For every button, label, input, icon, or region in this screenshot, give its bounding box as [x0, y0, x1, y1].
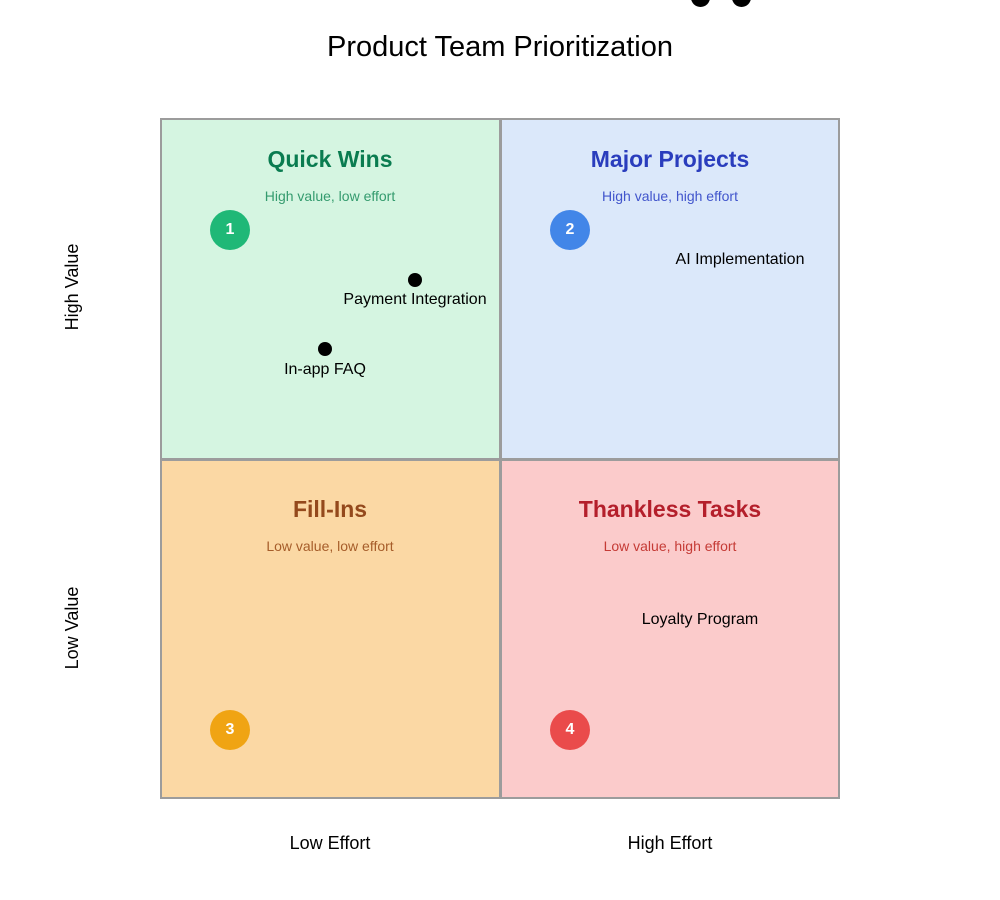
quadrant-subtitle-thankless-tasks: Low value, high effort [603, 538, 737, 554]
quadrant-quick-wins-area [162, 120, 499, 458]
data-point-label-in-app-faq: In-app FAQ [284, 361, 366, 378]
page-title: Product Team Prioritization [326, 31, 673, 63]
horizontal-divider [162, 458, 838, 461]
data-point-label-loyalty-program: Loyalty Program [641, 611, 759, 628]
data-point-label-payment-integration: Payment Integration [343, 291, 487, 308]
quadrant-title-fill-ins: Fill-Ins [292, 496, 368, 522]
quadrant-title-quick-wins: Quick Wins [267, 146, 393, 172]
data-point-label-ai-implementation: AI Implementation [675, 251, 805, 268]
clipped-point-dot [732, 0, 751, 7]
quadrant-subtitle-major-projects: High value, high effort [602, 188, 738, 204]
x-axis-label-low-effort: Low Effort [289, 833, 371, 853]
x-axis-label-high-effort: High Effort [627, 833, 713, 853]
data-point-dot-in-app-faq [318, 342, 332, 356]
quadrant-subtitle-fill-ins: Low value, low effort [266, 538, 394, 554]
quadrant-subtitle-quick-wins: High value, low effort [264, 188, 396, 204]
quadrant-matrix [160, 118, 840, 799]
quadrant-major-projects-area [502, 120, 838, 458]
quadrant-title-thankless-tasks: Thankless Tasks [578, 496, 762, 522]
priority-badge-1: 1 [210, 210, 250, 250]
priority-badge-3: 3 [210, 710, 250, 750]
clipped-point-dot [691, 0, 710, 7]
priority-badge-4: 4 [550, 710, 590, 750]
quadrant-title-major-projects: Major Projects [590, 146, 750, 172]
y-axis-label-high-value: High Value [62, 243, 82, 331]
priority-badge-2: 2 [550, 210, 590, 250]
y-axis-label-low-value: Low Value [62, 586, 82, 670]
data-point-dot-payment-integration [408, 273, 422, 287]
